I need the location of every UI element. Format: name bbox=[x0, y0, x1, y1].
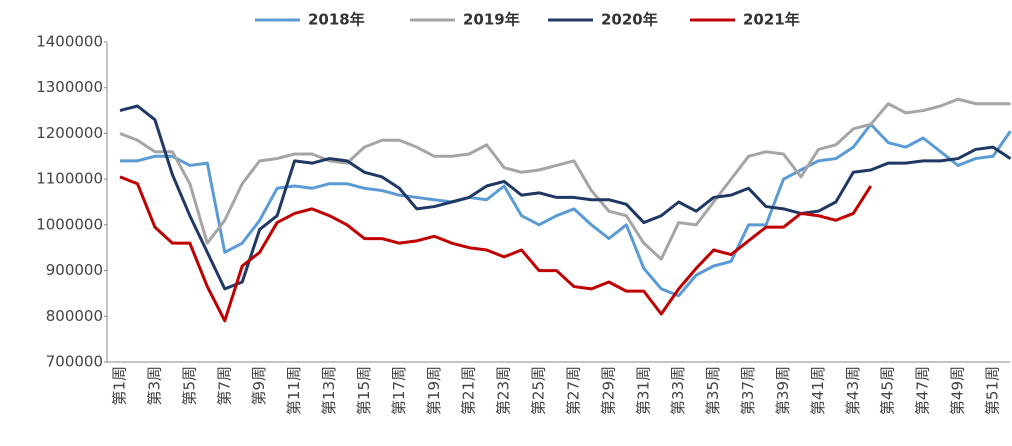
x-tick-label: 第13周 bbox=[320, 366, 338, 415]
legend-label: 2019年 bbox=[463, 11, 520, 29]
y-tick-label: 1000000 bbox=[36, 215, 103, 233]
series-line bbox=[119, 175, 873, 323]
x-tick-label: 第45周 bbox=[879, 366, 897, 415]
y-tick-label: 700000 bbox=[46, 353, 103, 371]
x-tick-label: 第27周 bbox=[564, 366, 582, 415]
legend-label: 2018年 bbox=[308, 11, 365, 29]
x-tick-label: 第9周 bbox=[250, 366, 268, 406]
x-tick-label: 第1周 bbox=[111, 366, 129, 406]
x-tick-label: 第29周 bbox=[599, 366, 617, 415]
x-tick-label: 第23周 bbox=[495, 366, 513, 415]
x-tick-label: 第31周 bbox=[634, 366, 652, 415]
y-tick-label: 900000 bbox=[46, 261, 103, 279]
legend-label: 2020年 bbox=[601, 11, 658, 29]
legend-label: 2021年 bbox=[743, 11, 800, 29]
x-tick-label: 第19周 bbox=[425, 366, 443, 415]
x-tick-label: 第49周 bbox=[949, 366, 967, 415]
x-tick-label: 第3周 bbox=[145, 366, 163, 406]
y-tick-label: 1300000 bbox=[36, 78, 103, 96]
x-tick-label: 第11周 bbox=[285, 366, 303, 415]
series-line bbox=[119, 97, 1011, 261]
x-tick-label: 第7周 bbox=[215, 366, 233, 406]
x-tick-label: 第43周 bbox=[844, 366, 862, 415]
series-line bbox=[120, 122, 1012, 298]
x-tick-label: 第35周 bbox=[704, 366, 722, 415]
y-tick-label: 1100000 bbox=[36, 170, 103, 188]
x-tick-label: 第37周 bbox=[739, 366, 757, 415]
y-tick-label: 1200000 bbox=[36, 124, 103, 142]
x-tick-label: 第41周 bbox=[809, 366, 827, 415]
x-tick-label: 第5周 bbox=[180, 366, 198, 406]
x-tick-label: 第47周 bbox=[914, 366, 932, 415]
x-tick-label: 第51周 bbox=[984, 366, 1002, 415]
x-tick-label: 第39周 bbox=[774, 366, 792, 415]
x-tick-label: 第33周 bbox=[669, 366, 687, 415]
series-line bbox=[119, 104, 1012, 291]
x-tick-label: 第21周 bbox=[460, 366, 478, 415]
x-tick-label: 第15周 bbox=[355, 366, 373, 415]
x-tick-label: 第17周 bbox=[390, 366, 408, 415]
y-tick-label: 1400000 bbox=[36, 33, 103, 51]
y-tick-label: 800000 bbox=[46, 307, 103, 325]
x-tick-label: 第25周 bbox=[530, 366, 548, 415]
